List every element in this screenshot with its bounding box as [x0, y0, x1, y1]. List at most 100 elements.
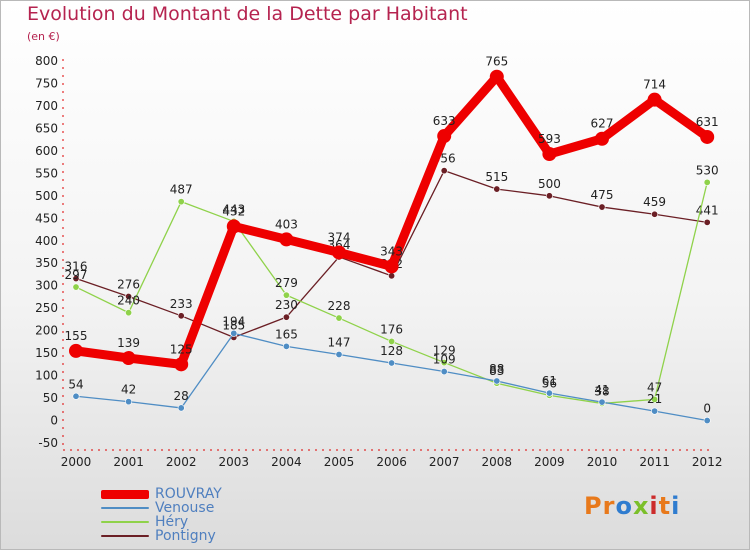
data-label: 714	[643, 78, 666, 92]
data-label: 459	[643, 195, 666, 209]
data-label: 21	[647, 392, 662, 406]
data-label: 125	[170, 342, 193, 356]
data-label: 28	[174, 389, 189, 403]
data-point	[703, 178, 711, 186]
data-label: 279	[275, 276, 298, 290]
x-tick-label: 2004	[271, 455, 302, 469]
data-label: 627	[591, 117, 614, 131]
data-point	[703, 417, 711, 425]
data-point	[72, 392, 80, 400]
data-label: 633	[433, 114, 456, 128]
data-point	[125, 309, 133, 317]
data-point	[651, 395, 659, 403]
data-point	[700, 129, 715, 144]
data-point	[545, 192, 553, 200]
data-label: 374	[328, 230, 351, 244]
legend-swatch	[101, 521, 149, 523]
data-label: 765	[485, 55, 508, 69]
x-tick-label: 2002	[166, 455, 197, 469]
data-label: 41	[594, 383, 609, 397]
data-label: 276	[117, 277, 140, 291]
legend-item: Pontigny	[101, 529, 216, 543]
data-label: 88	[489, 362, 504, 376]
x-tick-label: 2001	[113, 455, 144, 469]
data-label: 475	[591, 188, 614, 202]
data-point	[335, 314, 343, 322]
data-label: 343	[380, 244, 403, 258]
data-label: 109	[433, 353, 456, 367]
chart-subtitle: (en €)	[27, 30, 60, 43]
data-point	[279, 232, 294, 247]
data-label: 47	[647, 380, 662, 394]
x-tick-label: 2011	[639, 455, 670, 469]
y-tick-label: -50	[38, 436, 58, 450]
legend-label: Venouse	[155, 500, 215, 516]
y-tick-label: 50	[43, 391, 58, 405]
data-label: 515	[485, 170, 508, 184]
data-label: 42	[121, 383, 136, 397]
y-tick-label: 250	[35, 301, 58, 315]
y-tick-label: 300	[35, 279, 58, 293]
data-label: 165	[275, 327, 298, 341]
data-point	[125, 292, 133, 300]
data-label: 316	[65, 260, 88, 274]
x-tick-label: 2006	[376, 455, 407, 469]
data-label: 443	[222, 202, 245, 216]
data-label: 233	[170, 297, 193, 311]
data-point	[493, 377, 501, 385]
x-tick-label: 2000	[61, 455, 92, 469]
data-point	[282, 342, 290, 350]
data-point	[489, 69, 504, 84]
data-label: 176	[380, 322, 403, 336]
y-tick-label: 700	[35, 99, 58, 113]
logo-letter: t	[658, 492, 672, 520]
y-tick-label: 800	[35, 54, 58, 68]
data-point	[493, 185, 501, 193]
data-point	[542, 147, 557, 162]
logo-letter: i	[649, 492, 659, 520]
legend-swatch	[101, 507, 149, 509]
logo-letter: r	[602, 492, 616, 520]
x-tick-label: 2008	[482, 455, 513, 469]
data-point	[651, 210, 659, 218]
chart-title: Evolution du Montant de la Dette par Hab…	[27, 3, 468, 25]
data-point	[437, 129, 452, 144]
proxiti-logo: Proxiti	[584, 492, 680, 520]
data-point	[388, 337, 396, 345]
data-label: 500	[538, 177, 561, 191]
y-tick-label: 200	[35, 324, 58, 338]
data-label: 128	[380, 344, 403, 358]
data-label: 83	[489, 364, 504, 378]
data-label: 56	[542, 376, 557, 390]
logo-letter: x	[632, 492, 650, 520]
data-label: 593	[538, 132, 561, 146]
data-point	[384, 259, 399, 274]
data-point	[440, 368, 448, 376]
data-point	[598, 203, 606, 211]
y-tick-label: 400	[35, 234, 58, 248]
data-point	[72, 275, 80, 283]
data-point	[595, 131, 609, 146]
data-point	[388, 272, 396, 280]
data-point	[332, 245, 346, 260]
y-tick-label: 750	[35, 76, 58, 90]
data-label: 240	[117, 294, 140, 308]
data-point	[440, 167, 448, 175]
data-point	[226, 219, 241, 234]
y-tick-label: 500	[35, 189, 58, 203]
data-point	[598, 398, 606, 406]
data-label: 487	[170, 183, 193, 197]
data-point	[177, 312, 185, 320]
data-label: 228	[328, 299, 351, 313]
data-label: 631	[696, 115, 719, 129]
x-tick-label: 2012	[692, 455, 723, 469]
y-tick-label: 600	[35, 144, 58, 158]
data-point	[545, 389, 553, 397]
data-point	[647, 92, 662, 107]
legend-item: Venouse	[101, 501, 214, 515]
data-point	[72, 283, 80, 291]
data-label: 0	[703, 402, 711, 416]
legend-item: Héry	[101, 515, 188, 529]
data-label: 129	[433, 344, 456, 358]
